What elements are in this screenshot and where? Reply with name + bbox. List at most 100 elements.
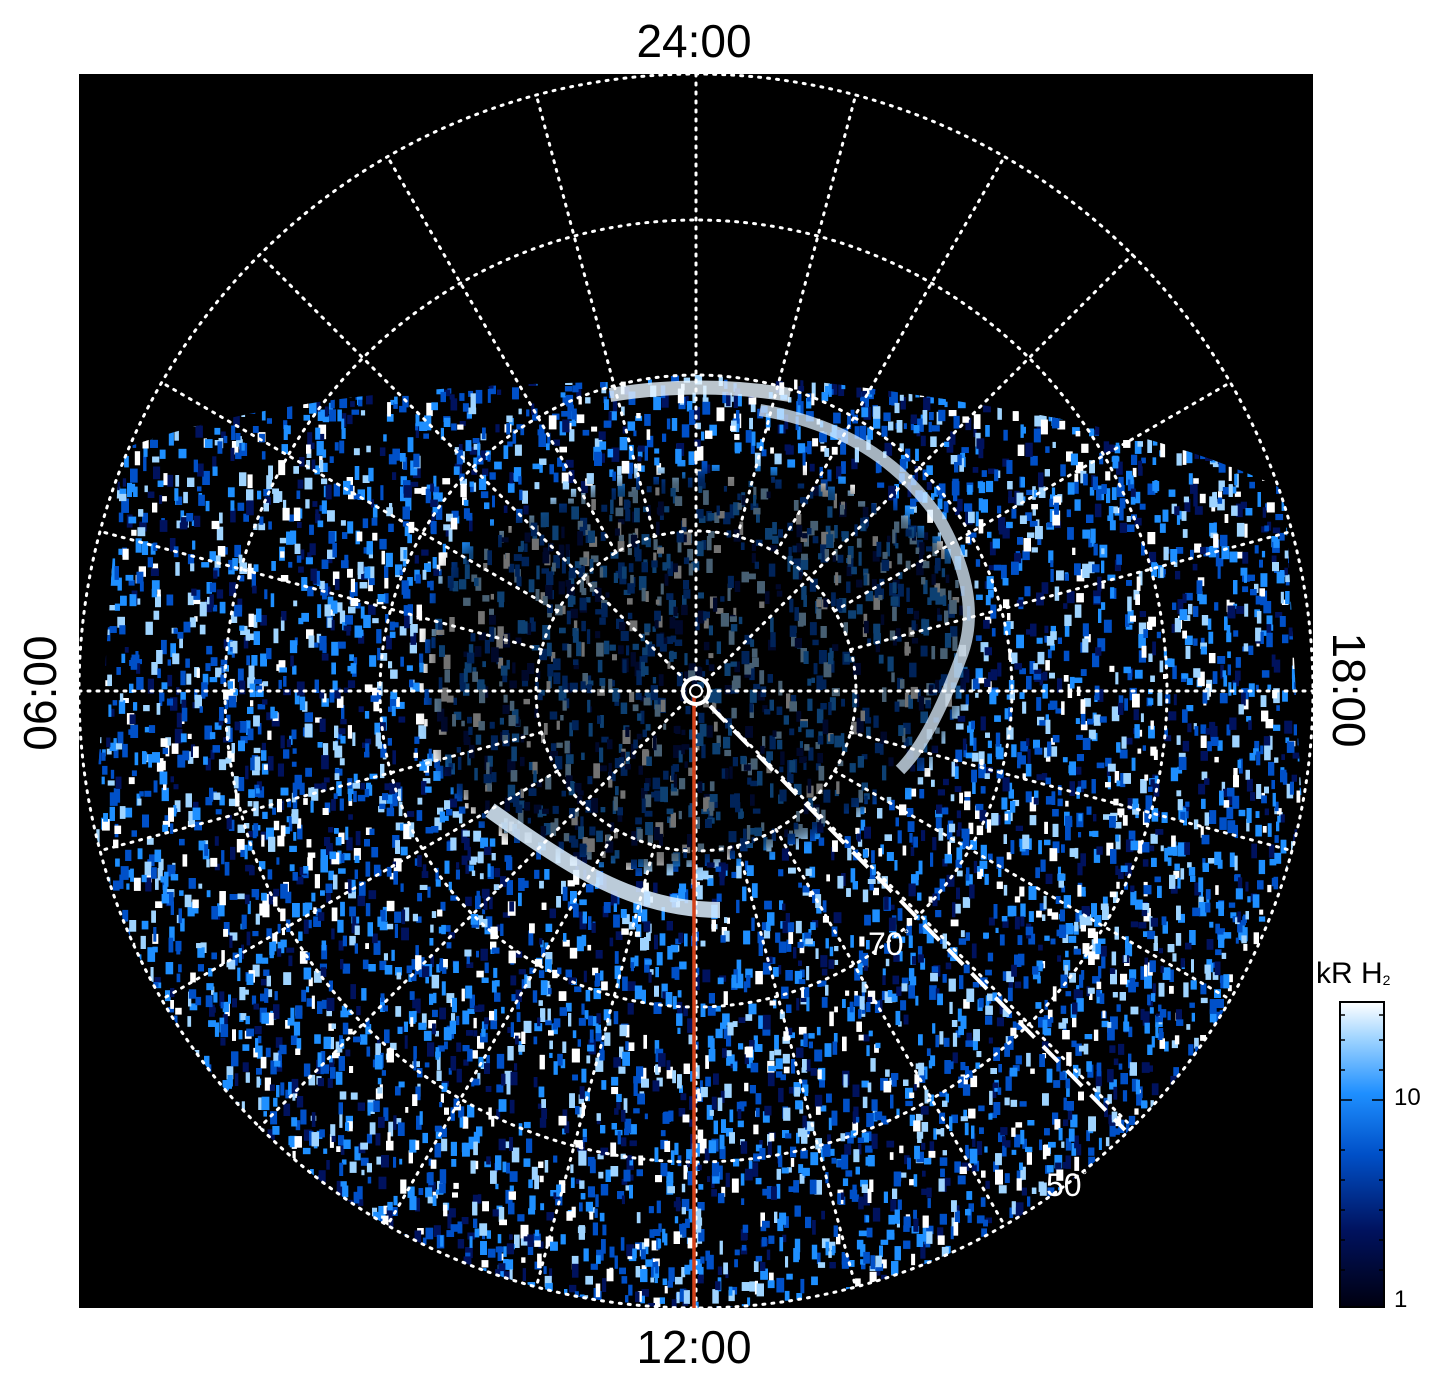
emission-pixel [357,895,366,907]
emission-pixel [416,1115,422,1130]
emission-pixel [1055,1162,1062,1171]
emission-pixel [980,1197,986,1207]
emission-pixel [1138,622,1147,637]
emission-pixel [1208,631,1214,644]
emission-pixel [872,1207,881,1222]
emission-pixel [419,1111,423,1125]
emission-pixel [340,718,347,725]
emission-pixel [582,1137,588,1143]
emission-pixel [129,920,137,932]
emission-pixel [672,1070,676,1084]
emission-pixel [141,920,149,930]
emission-pixel [1057,678,1063,693]
emission-pixel [1139,611,1146,617]
emission-pixel [963,744,968,758]
emission-pixel [473,443,481,450]
emission-pixel [1190,980,1197,990]
emission-pixel [1006,694,1012,700]
emission-pixel [955,859,963,869]
emission-pixel [170,776,174,783]
emission-pixel [694,439,701,447]
emission-pixel [441,924,446,935]
emission-pixel [372,504,378,518]
emission-pixel [1060,1005,1067,1014]
emission-pixel [469,517,473,532]
emission-pixel [538,970,545,978]
emission-pixel [715,1028,723,1039]
emission-pixel [1066,509,1071,518]
emission-pixel [177,631,184,639]
emission-pixel [1261,670,1270,678]
emission-pixel [734,1249,740,1256]
emission-pixel [170,643,176,658]
emission-pixel [144,485,148,493]
emission-pixel [207,596,212,605]
emission-pixel [633,1108,640,1114]
emission-pixel [350,879,356,892]
emission-pixel [973,678,980,690]
emission-pixel [298,566,304,573]
emission-pixel [232,952,238,966]
emission-pixel [444,1107,449,1115]
emission-pixel [816,1252,821,1264]
emission-pixel [719,1146,726,1159]
emission-pixel [477,397,481,402]
emission-pixel [231,441,239,455]
emission-pixel [1038,472,1044,488]
emission-pixel [386,807,395,817]
emission-pixel [614,951,619,964]
emission-pixel [1235,503,1243,518]
emission-pixel [951,1020,958,1027]
emission-pixel [400,883,404,892]
emission-pixel [1116,1004,1121,1012]
emission-pixel [139,581,144,592]
emission-pixel [1014,916,1020,930]
emission-pixel [1188,1044,1194,1056]
emission-pixel [926,465,933,475]
emission-pixel [902,845,907,856]
emission-pixel [831,383,838,395]
emission-pixel [503,445,509,459]
emission-pixel [319,580,325,590]
emission-pixel [188,991,192,1007]
emission-pixel [681,424,690,438]
emission-pixel [1088,729,1096,740]
emission-pixel [396,697,400,707]
emission-pixel [564,1121,570,1134]
emission-pixel [367,566,375,581]
emission-pixel [450,1056,457,1071]
emission-pixel [212,456,217,470]
emission-pixel [1200,983,1207,995]
emission-pixel [976,1215,985,1224]
emission-pixel [1128,830,1136,842]
emission-pixel [1124,698,1128,711]
emission-pixel [935,910,942,918]
emission-pixel [532,408,538,421]
emission-pixel [1052,1112,1059,1125]
emission-pixel [1120,973,1128,985]
emission-pixel [1285,574,1291,583]
emission-pixel [180,670,186,686]
emission-pixel [479,873,484,880]
emission-pixel [452,811,461,818]
emission-pixel [789,1032,795,1039]
emission-pixel [517,1214,525,1222]
emission-pixel [779,1011,785,1020]
emission-pixel [1268,844,1275,858]
emission-pixel [815,1106,821,1115]
emission-pixel [500,876,507,888]
emission-pixel [579,1202,583,1212]
emission-pixel [183,491,188,504]
emission-pixel [679,961,687,970]
emission-pixel [943,1177,951,1186]
emission-pixel [1144,957,1149,966]
emission-pixel [1209,921,1214,928]
emission-pixel [268,891,272,900]
emission-pixel [1220,664,1224,679]
emission-pixel [1230,912,1237,919]
emission-pixel [175,1007,182,1015]
emission-pixel [405,1107,409,1113]
emission-pixel [340,1010,349,1018]
emission-pixel [1096,989,1101,997]
emission-pixel [493,884,500,890]
